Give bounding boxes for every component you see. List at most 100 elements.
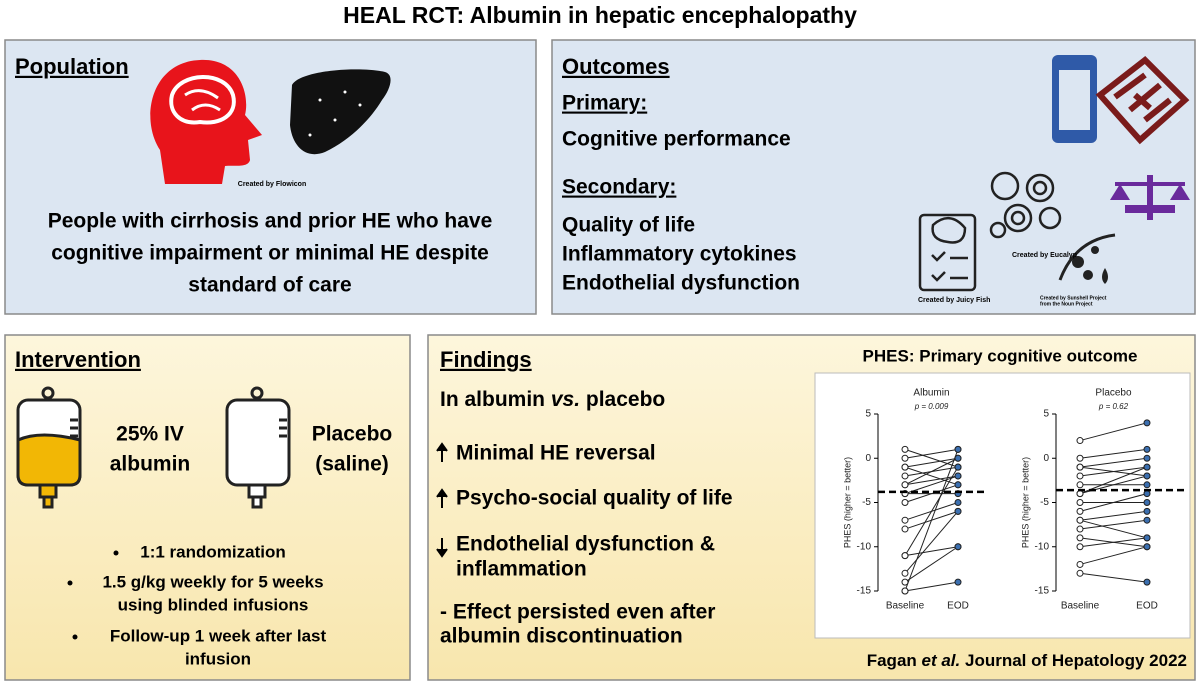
- eod-point: [1143, 534, 1151, 542]
- pair-line: [904, 466, 959, 556]
- eod-point: [1143, 499, 1151, 506]
- pair-line: [1079, 457, 1148, 468]
- y-tick-label: -10: [1035, 541, 1050, 552]
- eod-point: [954, 507, 962, 515]
- eod-point: [1143, 445, 1151, 453]
- pair-line: [1079, 546, 1148, 565]
- chart-subtitle: p = 0.62: [1098, 402, 1129, 411]
- eod-point: [954, 472, 962, 480]
- y-tick-label: 5: [865, 409, 871, 420]
- baseline-point: [1076, 507, 1084, 515]
- eod-point: [1143, 481, 1151, 489]
- vessel-icon: [1058, 233, 1116, 284]
- baseline-point: [1076, 472, 1084, 480]
- y-tick-label: -5: [862, 497, 871, 508]
- maze-icon: [1095, 56, 1190, 145]
- findings-heading: Findings: [440, 347, 532, 372]
- baseline-point: [901, 499, 909, 506]
- pair-line: [1079, 572, 1148, 583]
- finding-item: inflammation: [456, 558, 587, 581]
- phone-icon: [1052, 55, 1097, 143]
- baseline-point: [901, 525, 909, 533]
- pair-line: [1079, 510, 1148, 521]
- y-tick-label: 5: [1043, 409, 1049, 420]
- pair-line: [1079, 493, 1148, 512]
- population-text: standard of care: [188, 274, 351, 297]
- chart-title: Albumin: [913, 388, 949, 399]
- pair-line: [1079, 466, 1148, 477]
- citation-part: Fagan: [867, 651, 922, 670]
- outcomes-heading: Outcomes: [562, 54, 670, 79]
- bullet-text: infusion: [185, 649, 251, 668]
- pair-line: [904, 448, 959, 468]
- pair-line: [1079, 519, 1148, 530]
- eod-point: [1143, 578, 1151, 586]
- x-tick-label: EOD: [947, 601, 969, 612]
- finding-item: Psycho-social quality of life: [456, 487, 733, 510]
- baseline-point: [901, 445, 909, 453]
- baseline-point: [901, 552, 909, 560]
- paired-chart: Placebo p = 0.62 PHES (higher = better) 5 0 -…: [1020, 388, 1185, 612]
- icon-credit: Created by Sunshell Project: [1040, 295, 1107, 301]
- baseline-point: [1076, 481, 1084, 489]
- chart-frame: [814, 372, 1191, 639]
- arm-label: albumin: [110, 453, 191, 476]
- eod-point: [1143, 543, 1151, 551]
- baseline-point: [1076, 516, 1084, 524]
- baseline-point: [901, 454, 909, 462]
- icon-credit: from the Noun Project: [1040, 301, 1093, 307]
- cytokine-icon: [989, 171, 1062, 239]
- comparison-part: placebo: [580, 388, 665, 411]
- arrow-icons: [436, 442, 448, 558]
- x-tick-label: EOD: [1136, 601, 1158, 612]
- eod-point: [954, 499, 962, 506]
- bullet-list: [67, 550, 119, 640]
- pair-line: [904, 448, 959, 459]
- y-tick-label: -5: [1040, 497, 1049, 508]
- x-tick-label: Baseline: [1061, 601, 1100, 612]
- eod-point: [1143, 507, 1151, 515]
- pair-line: [904, 511, 959, 574]
- pair-line: [904, 546, 959, 583]
- icon-credit: Created by Juicy Fish: [918, 297, 990, 304]
- finding-note: albumin discontinuation: [440, 625, 683, 648]
- x-tick-label: Baseline: [886, 601, 925, 612]
- secondary-outcome: Inflammatory cytokines: [562, 243, 797, 266]
- eod-point: [954, 578, 962, 586]
- arm-label: (saline): [315, 453, 389, 476]
- baseline-point: [1076, 543, 1084, 551]
- head-icon: [150, 59, 262, 185]
- bullet-text: 1:1 randomization: [140, 542, 285, 561]
- citation: Fagan et al. Journal of Hepatology 2022: [867, 651, 1187, 670]
- eod-point: [1143, 472, 1151, 480]
- eod-point: [954, 445, 962, 453]
- pair-line: [1079, 448, 1148, 459]
- baseline-point: [1076, 525, 1084, 533]
- icon-credit: Created by Flowicon: [238, 181, 306, 188]
- comparison-part: vs.: [551, 388, 580, 411]
- baseline-point: [901, 516, 909, 524]
- pair-line: [904, 457, 959, 486]
- population-text: People with cirrhosis and prior HE who h…: [48, 210, 493, 233]
- baseline-point: [1076, 437, 1084, 445]
- baseline-point: [1076, 499, 1084, 506]
- secondary-outcome: Endothelial dysfunction: [562, 272, 800, 295]
- y-axis-label: PHES (higher = better): [1020, 457, 1030, 548]
- pair-line: [904, 449, 959, 592]
- baseline-point: [901, 472, 909, 480]
- baseline-point: [901, 463, 909, 471]
- secondary-outcome: Quality of life: [562, 214, 695, 237]
- eod-point: [954, 454, 962, 462]
- population-text: cognitive impairment or minimal HE despi…: [51, 242, 489, 265]
- albumin-bag-icon: [16, 386, 82, 509]
- intervention-heading: Intervention: [15, 347, 141, 372]
- finding-item: Endothelial dysfunction &: [456, 533, 715, 556]
- eod-point: [1143, 516, 1151, 524]
- eod-point: [954, 481, 962, 489]
- pair-line: [1079, 422, 1148, 442]
- baseline-point: [1076, 454, 1084, 462]
- scales-icon: [1110, 175, 1190, 220]
- secondary-label: Secondary:: [562, 176, 676, 199]
- baseline-point: [1076, 490, 1084, 498]
